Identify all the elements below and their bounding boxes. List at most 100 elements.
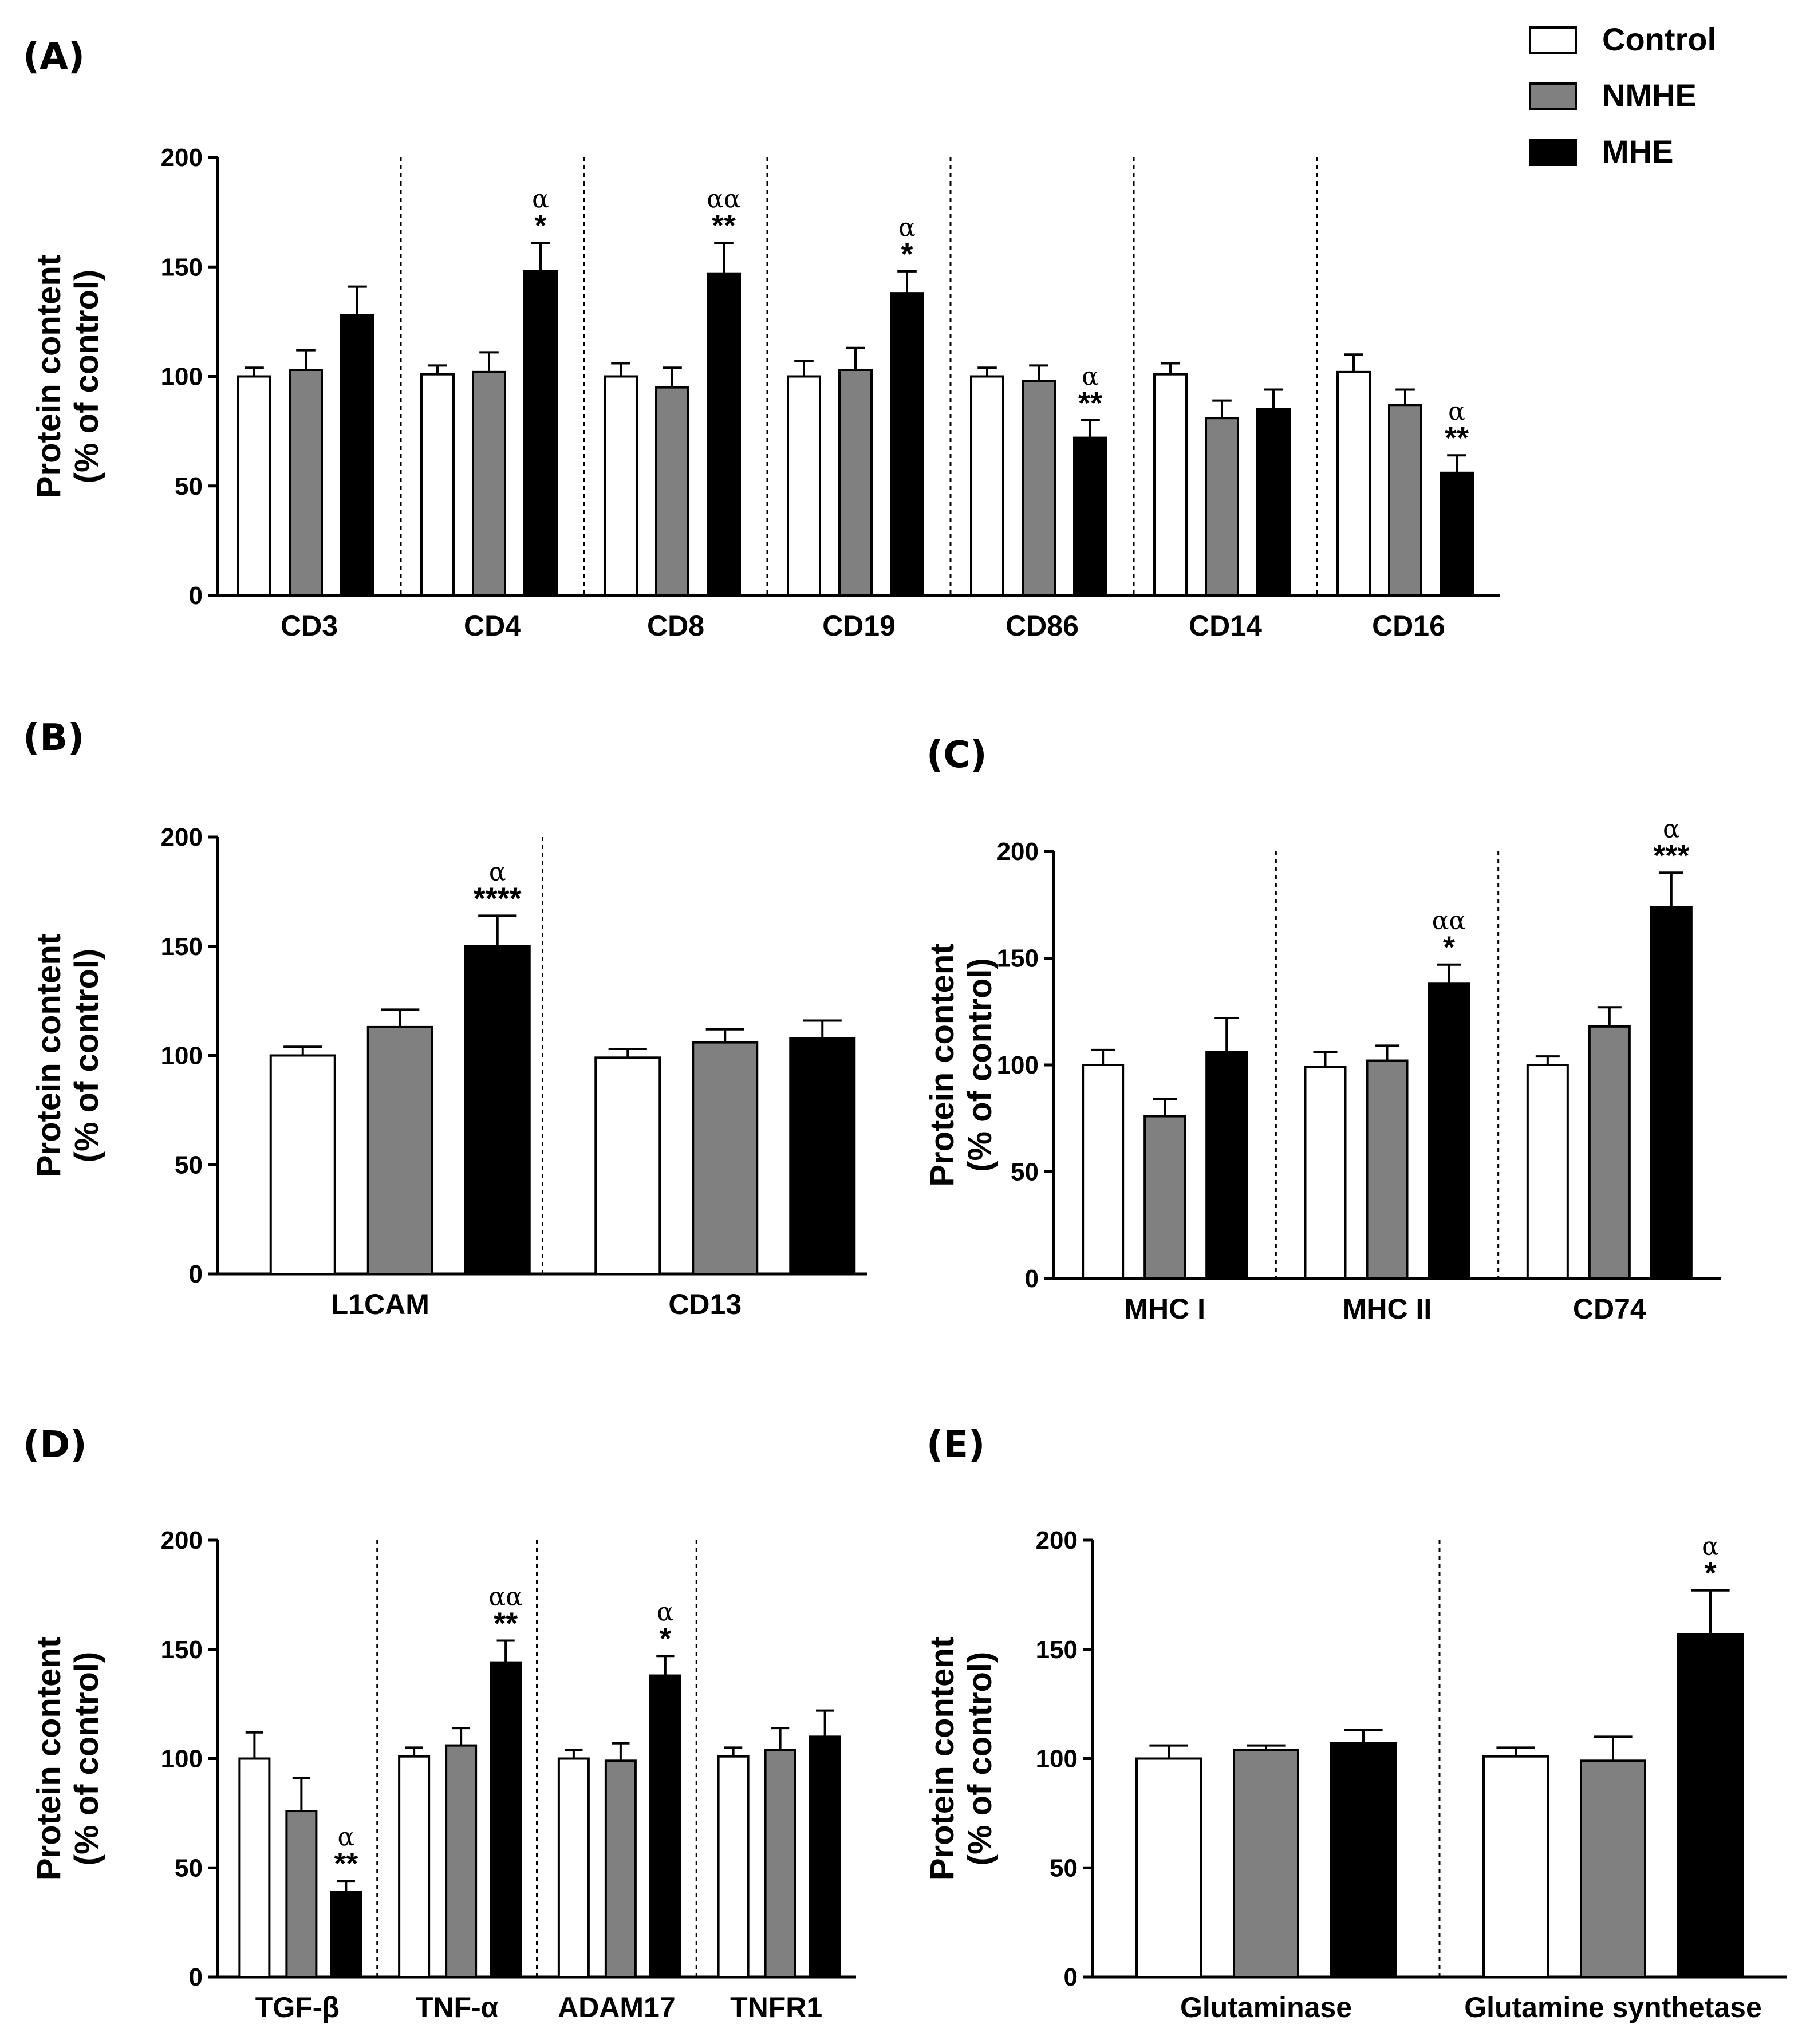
significance-stars: ** [1078, 386, 1102, 420]
bar-control [237, 375, 271, 597]
x-category-label: CD13 [668, 1288, 742, 1320]
significance-alpha: α [1448, 397, 1465, 426]
panel-label: (A) [23, 35, 85, 78]
y-tick-label: 150 [161, 253, 203, 281]
bar-mhe [809, 1735, 841, 1979]
significance-stars: ** [712, 208, 736, 243]
bar-mhe [340, 314, 374, 597]
x-category-label: Glutaminase [1180, 1991, 1352, 2023]
legend-swatch-control [1529, 26, 1577, 54]
bar-nmhe [1366, 1059, 1409, 1280]
significance-stars: **** [474, 881, 522, 916]
bar-mhe [464, 945, 531, 1275]
y-tick-label: 200 [1036, 1526, 1078, 1554]
y-tick-label: 100 [161, 363, 203, 391]
significance-alpha: α [898, 213, 916, 242]
bar-control [594, 1056, 661, 1275]
y-axis-title-units: (% of control) [68, 1652, 105, 1866]
legend-swatch-mhe [1529, 139, 1577, 166]
bar-nmhe [692, 1041, 759, 1275]
panel-label: (D) [23, 1424, 87, 1466]
bar-nmhe [1233, 1749, 1299, 1978]
significance-alpha: αα [488, 1582, 522, 1611]
significance-alpha: αα [1432, 906, 1466, 936]
x-category-label: TNF-α [416, 1991, 499, 2023]
significance-alpha: α [532, 184, 549, 214]
significance-stars: ** [334, 1846, 358, 1881]
bar-mhe [1256, 408, 1291, 597]
chart-panel: (D) Protein content (% of control) 0 50 100 15… [23, 1424, 856, 2023]
bar-nmhe [764, 1749, 796, 1978]
x-category-label: CD8 [647, 610, 704, 642]
y-tick-label: 150 [997, 945, 1039, 973]
significance-stars: * [901, 237, 913, 271]
panel-label: (B) [23, 717, 84, 759]
y-tick-label: 150 [161, 933, 203, 961]
y-axis-title-units: (% of control) [961, 958, 999, 1172]
y-tick-label: 50 [175, 1151, 203, 1179]
significance-stars: * [659, 1621, 671, 1656]
bar-control [557, 1757, 590, 1978]
bar-mhe [330, 1891, 362, 1979]
significance-stars: * [1443, 930, 1455, 965]
significance-alpha: α [338, 1822, 355, 1852]
bar-nmhe [366, 1025, 433, 1276]
chart-panel: (B) Protein content (% of control) 0 50 100 15… [23, 717, 867, 1320]
x-category-label: Glutamine synthetase [1464, 1991, 1762, 2023]
y-tick-label: 50 [1011, 1158, 1039, 1186]
bar-control [1304, 1066, 1347, 1280]
legend-swatch-nmhe [1529, 82, 1577, 110]
bar-control [1482, 1755, 1549, 1979]
y-tick-label: 200 [161, 1526, 203, 1554]
bar-control [717, 1755, 750, 1979]
bar-mhe [1650, 905, 1693, 1280]
bar-mhe [1428, 982, 1470, 1280]
x-category-label: ADAM17 [558, 1991, 676, 2023]
bar-nmhe [289, 369, 323, 597]
bar-nmhe [1388, 404, 1422, 597]
bar-control [1153, 373, 1188, 597]
bar-control [1135, 1757, 1202, 1978]
bar-nmhe [604, 1759, 637, 1978]
y-axis-title-units: (% of control) [68, 270, 105, 484]
y-axis-title: Protein content [924, 1637, 961, 1880]
y-axis-title: Protein content [30, 934, 68, 1177]
x-category-label: CD4 [464, 610, 521, 642]
y-tick-label: 100 [161, 1745, 203, 1773]
x-category-label: MHC I [1124, 1293, 1205, 1325]
y-axis-title: Protein content [30, 255, 68, 498]
significance-alpha: α [1663, 814, 1680, 843]
significance-alpha: α [657, 1597, 674, 1627]
significance-alpha: α [1082, 362, 1099, 391]
significance-stars: * [1704, 1556, 1716, 1591]
bar-mhe [523, 270, 558, 597]
y-tick-label: 0 [189, 582, 203, 610]
bar-control [269, 1054, 336, 1275]
y-axis-title: Protein content [30, 1637, 68, 1880]
y-tick-label: 100 [1036, 1745, 1078, 1773]
panels: (A)Protein content (% of control)05010015… [23, 35, 1787, 2023]
y-tick-label: 100 [997, 1051, 1039, 1079]
bar-mhe [1205, 1051, 1248, 1280]
bar-mhe [1677, 1633, 1744, 1978]
panel-label: (E) [926, 1424, 985, 1466]
x-category-label: TNFR1 [730, 1991, 822, 2023]
x-category-label: CD3 [281, 610, 338, 642]
y-tick-label: 50 [175, 472, 203, 500]
x-category-label: CD86 [1005, 610, 1079, 642]
legend-label-nmhe: NMHE [1602, 77, 1697, 113]
y-tick-label: 100 [161, 1042, 203, 1070]
y-tick-label: 200 [161, 823, 203, 851]
legend-label-mhe: MHE [1602, 133, 1673, 169]
y-tick-label: 150 [161, 1636, 203, 1664]
y-tick-label: 200 [997, 838, 1039, 866]
bar-control [604, 375, 638, 597]
y-tick-label: 150 [1036, 1636, 1078, 1664]
bar-mhe [649, 1674, 681, 1978]
bar-mhe [1073, 436, 1107, 597]
bar-nmhe [1588, 1025, 1631, 1280]
bar-nmhe [285, 1810, 318, 1979]
bar-mhe [707, 272, 741, 597]
significance-stars: * [534, 208, 546, 243]
